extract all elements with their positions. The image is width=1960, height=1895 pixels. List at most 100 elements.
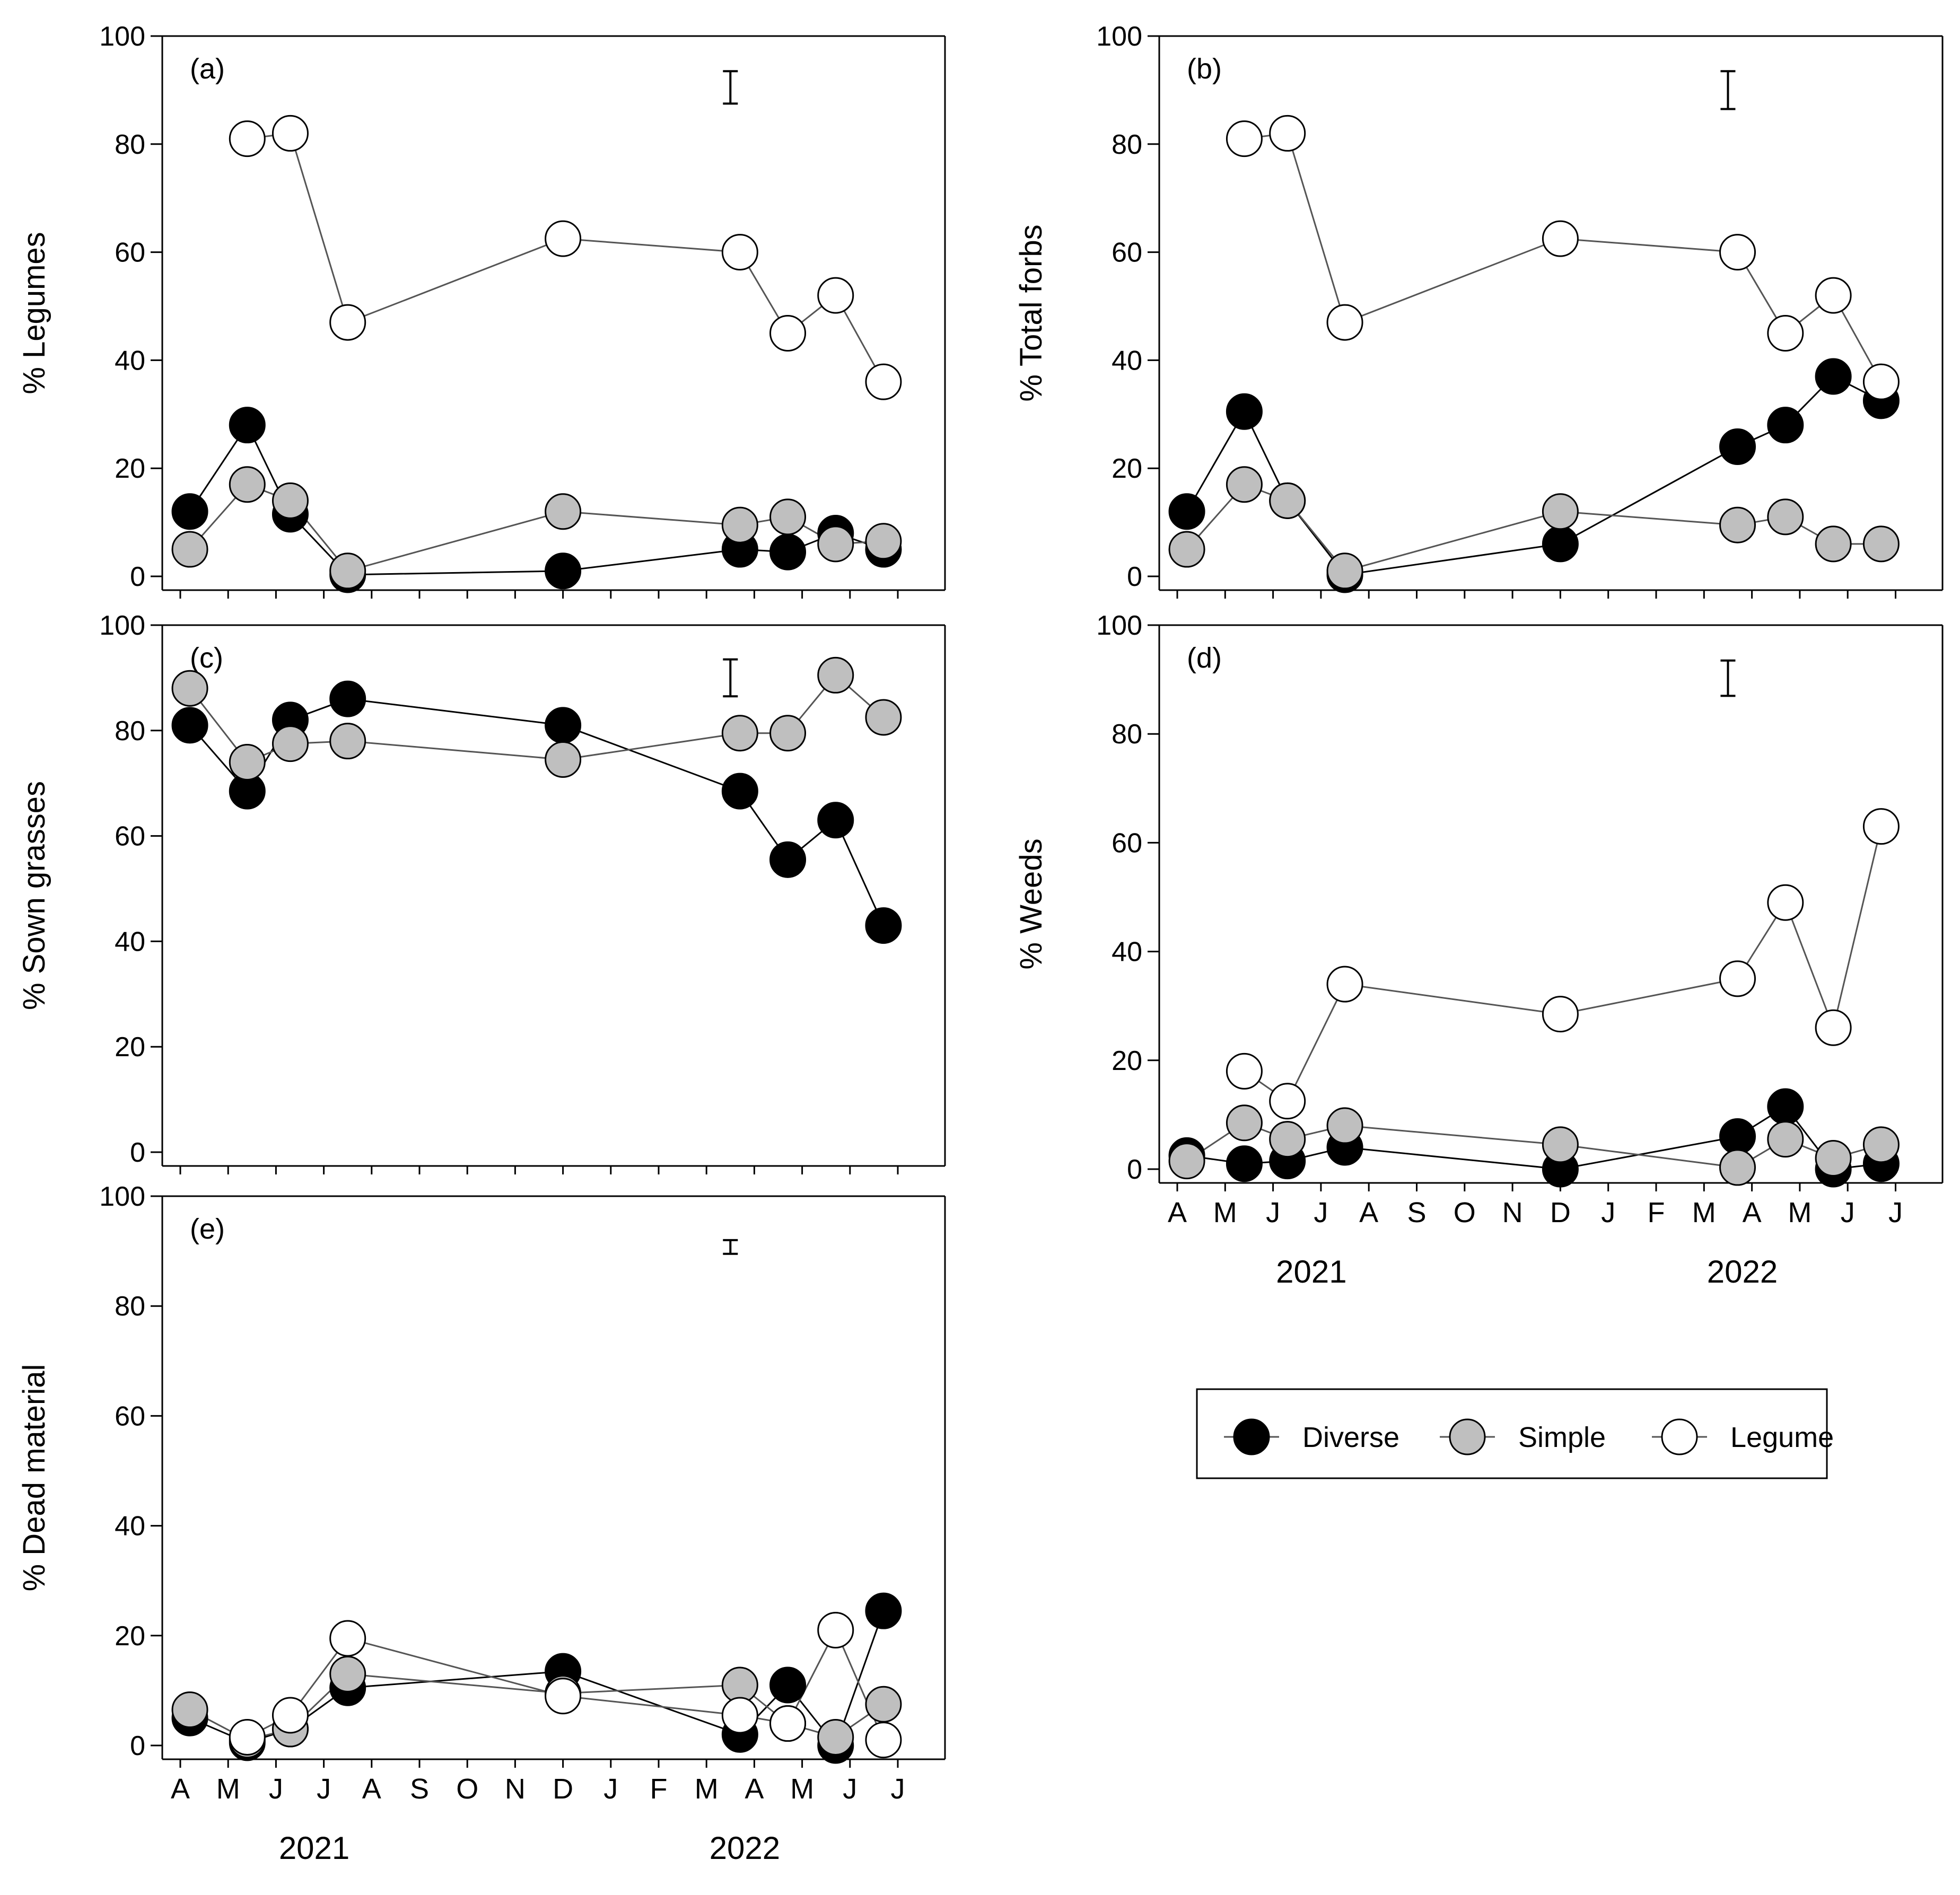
data-point-simple (1168, 531, 1205, 568)
data-point-diverse (1767, 407, 1804, 444)
y-tick-label: 0 (130, 1137, 145, 1168)
x-tick-label: M (1788, 1197, 1812, 1229)
y-tick-label: 100 (1096, 21, 1142, 52)
data-point-simple (272, 482, 309, 519)
data-point-simple (1168, 1143, 1205, 1180)
legend-marker-simple (1449, 1418, 1486, 1455)
y-tick-label: 40 (115, 1511, 145, 1542)
y-tick-label: 40 (1112, 345, 1142, 376)
y-axis-title: % Legumes (17, 232, 51, 394)
x-tick-label: J (317, 1773, 331, 1805)
legend-label-simple: Simple (1518, 1422, 1606, 1453)
y-tick-label: 80 (1112, 719, 1142, 750)
series-line-diverse (1186, 375, 1882, 576)
data-point-legume (229, 1718, 266, 1756)
x-tick-label: A (1359, 1197, 1378, 1229)
data-point-simple (769, 715, 807, 752)
data-point-simple (1767, 1121, 1804, 1158)
data-point-legume (1719, 234, 1756, 271)
data-point-diverse (171, 707, 208, 744)
panel-label: (c) (190, 642, 223, 674)
x-tick-label: J (1314, 1197, 1328, 1229)
data-point-diverse (769, 1666, 807, 1704)
y-tick-label: 80 (115, 1291, 145, 1322)
x-tick-label: J (1841, 1197, 1855, 1229)
data-point-simple (1767, 498, 1804, 536)
x-tick-label: J (891, 1773, 905, 1805)
x-tick-label: J (1888, 1197, 1903, 1229)
year-label-2022: 2022 (710, 1830, 780, 1866)
data-point-simple (1815, 1139, 1852, 1177)
x-tick-label: A (362, 1773, 381, 1805)
x-tick-label: M (790, 1773, 814, 1805)
data-point-simple (1862, 525, 1900, 563)
y-tick-label: 20 (115, 1032, 145, 1063)
y-tick-label: 60 (115, 1401, 145, 1432)
data-point-legume (865, 1722, 902, 1759)
data-point-simple (1269, 1121, 1306, 1158)
data-point-simple (272, 725, 309, 762)
x-tick-label: D (553, 1773, 573, 1805)
data-point-simple (1542, 1126, 1579, 1163)
panel-label: (d) (1187, 642, 1222, 674)
data-point-legume (329, 304, 366, 341)
x-tick-label: J (843, 1773, 857, 1805)
data-point-simple (1226, 1104, 1263, 1142)
x-tick-label: N (505, 1773, 526, 1805)
data-point-legume (817, 277, 854, 314)
y-tick-label: 20 (1112, 453, 1142, 484)
data-point-legume (1815, 1009, 1852, 1046)
y-tick-label: 60 (1112, 238, 1142, 268)
y-tick-label: 60 (1112, 828, 1142, 858)
y-tick-label: 100 (99, 1181, 145, 1212)
y-axis-title: % Sown grasses (17, 781, 51, 1010)
data-point-diverse (545, 707, 582, 744)
data-point-simple (171, 670, 208, 707)
y-tick-label: 100 (1096, 610, 1142, 641)
x-tick-label: A (171, 1773, 190, 1805)
y-tick-label: 40 (1112, 937, 1142, 968)
data-point-simple (229, 743, 266, 780)
x-tick-label: M (1692, 1197, 1716, 1229)
y-tick-label: 100 (99, 610, 145, 641)
data-point-simple (1326, 552, 1363, 590)
data-point-legume (817, 1611, 854, 1648)
data-point-simple (1326, 1107, 1363, 1144)
y-tick-label: 0 (1127, 1154, 1142, 1185)
data-point-simple (545, 493, 582, 530)
year-label-2021: 2021 (279, 1830, 349, 1866)
data-point-legume (1767, 884, 1804, 921)
data-point-simple (721, 715, 758, 752)
x-tick-label: F (1648, 1197, 1665, 1229)
data-point-legume (721, 234, 758, 271)
panel-label: (e) (190, 1213, 225, 1245)
x-tick-label: O (456, 1773, 478, 1805)
y-tick-label: 60 (115, 821, 145, 852)
data-point-legume (545, 220, 582, 257)
data-point-simple (329, 552, 366, 590)
data-point-simple (1542, 493, 1579, 530)
data-point-legume (1862, 808, 1900, 845)
data-point-legume (329, 1620, 366, 1657)
data-point-simple (171, 1691, 208, 1729)
data-point-legume (1542, 996, 1579, 1033)
data-point-simple (1862, 1126, 1900, 1163)
panel-label: (a) (190, 53, 225, 85)
y-tick-label: 20 (115, 1621, 145, 1652)
data-point-legume (1719, 960, 1756, 997)
x-tick-label: O (1454, 1197, 1476, 1229)
y-tick-label: 80 (115, 716, 145, 747)
data-point-diverse (1168, 493, 1205, 530)
x-tick-label: D (1550, 1197, 1571, 1229)
x-tick-label: J (603, 1773, 618, 1805)
data-point-diverse (229, 407, 266, 444)
legend: Diverse Simple Legume (1196, 1388, 1834, 1479)
data-point-simple (721, 506, 758, 543)
data-point-legume (721, 1697, 758, 1734)
data-point-simple (817, 525, 854, 563)
y-tick-label: 80 (115, 129, 145, 160)
data-point-legume (1862, 363, 1900, 400)
data-point-diverse (1719, 428, 1756, 465)
x-tick-label: A (1743, 1197, 1762, 1229)
